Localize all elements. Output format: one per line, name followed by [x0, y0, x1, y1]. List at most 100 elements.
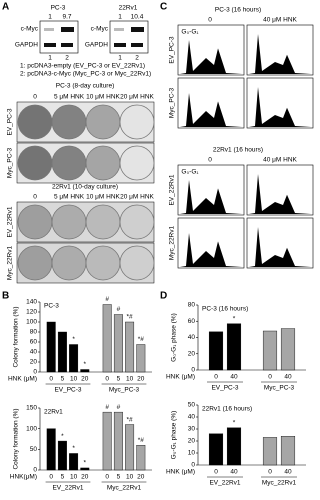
- y-tick-label: 100: [26, 425, 37, 432]
- x-tick-label: 0: [214, 374, 218, 381]
- y-tick-label: 60: [188, 318, 196, 325]
- y-tick-label: 0: [33, 467, 37, 474]
- chart-title: 22Rv1: [44, 409, 63, 416]
- column-label: 5 μM HNK: [54, 94, 85, 101]
- y-axis-label: G₀-G₁ phase (%): [171, 313, 178, 362]
- chart-title: PC-3 (16 hours): [202, 306, 248, 313]
- histogram: [249, 174, 311, 214]
- band: [131, 27, 144, 32]
- band: [61, 43, 73, 47]
- plate: [51, 104, 87, 140]
- plate: [17, 204, 53, 240]
- y-tick-label: 10: [188, 450, 196, 457]
- y-tick-label: 0: [191, 462, 195, 469]
- column-label: 20 μM HNK: [120, 94, 154, 101]
- significance-mark: *: [233, 315, 236, 322]
- significance-mark: #: [117, 404, 121, 411]
- blot-frame: [109, 20, 149, 54]
- section-title: 22Rv1 (16 hours): [213, 147, 263, 154]
- cell-line: PC-3: [51, 5, 66, 12]
- y-tick-label: 30: [188, 426, 196, 433]
- group-label: EV_22Rv1: [52, 485, 83, 492]
- panel-label: C: [160, 2, 167, 13]
- bar: [262, 330, 278, 371]
- blot-row: c-Myc: [21, 26, 39, 33]
- row-label: Myc_PC-3: [169, 87, 176, 118]
- bar: [136, 445, 146, 471]
- group-label: EV_22Rv1: [209, 480, 240, 487]
- bar: [80, 467, 90, 471]
- histogram: [249, 34, 311, 74]
- y-tick-label: 40: [30, 349, 38, 356]
- section-title: PC-3 (8-day culture): [56, 83, 115, 90]
- bar: [125, 321, 135, 373]
- plate: [85, 145, 121, 181]
- bar: [113, 411, 123, 471]
- column-label: 40 μM HNK: [263, 17, 297, 24]
- plate: [51, 245, 87, 281]
- x-axis-label: HNK (μM): [8, 376, 37, 383]
- x-tick-label: 40: [230, 374, 238, 381]
- bar: [102, 304, 112, 373]
- bar: [208, 433, 224, 466]
- blot-row: c-Myc: [91, 26, 109, 33]
- panel-label: B: [2, 291, 9, 302]
- column-label: 10 μM HNK: [86, 194, 120, 201]
- column-label: 20 μM HNK: [120, 194, 154, 201]
- x-tick-label: 0: [49, 474, 53, 481]
- column-label: 0: [33, 94, 37, 101]
- plate: [119, 104, 155, 140]
- lane: 1: [48, 55, 52, 62]
- band: [114, 43, 126, 47]
- band: [114, 28, 124, 31]
- significance-mark: *: [72, 445, 75, 452]
- y-tick-label: 120: [26, 309, 37, 316]
- x-tick-label: 40: [230, 469, 238, 476]
- bar: [102, 411, 112, 471]
- histogram: [180, 40, 242, 74]
- bar: [80, 369, 90, 373]
- panel-label: A: [2, 2, 9, 13]
- significance-mark: *#: [138, 336, 145, 343]
- group-label: EV_PC-3: [54, 387, 81, 394]
- histogram: [249, 87, 311, 127]
- plate: [119, 145, 155, 181]
- y-tick-label: 150: [26, 405, 37, 412]
- y-tick-label: 20: [188, 350, 196, 357]
- x-tick-label: 10: [126, 474, 134, 481]
- significance-mark: *: [84, 460, 87, 467]
- group-label: Myc_22Rv1: [107, 485, 142, 492]
- plate: [51, 204, 87, 240]
- bar: [136, 344, 146, 373]
- y-axis-label: Colony formation (%): [13, 408, 20, 469]
- quantification: 10.4: [131, 14, 144, 21]
- significance-mark: *#: [138, 437, 145, 444]
- x-tick-label: 5: [117, 376, 121, 383]
- bar: [226, 427, 242, 466]
- plate: [17, 104, 53, 140]
- group-label: EV_PC-3: [211, 385, 238, 392]
- bar: [69, 344, 79, 373]
- x-tick-label: 40: [284, 469, 292, 476]
- x-tick-label: 0: [49, 376, 53, 383]
- x-axis-label: HNK(μM): [10, 474, 37, 481]
- row-label: EV_22Rv1: [7, 206, 14, 237]
- y-tick-label: 80: [188, 302, 196, 309]
- plate: [85, 245, 121, 281]
- row-label: Myc_22Rv1: [7, 245, 14, 280]
- bar: [280, 328, 296, 371]
- y-tick-label: 40: [188, 414, 196, 421]
- quantification: 1: [118, 14, 122, 21]
- x-tick-label: 10: [70, 376, 78, 383]
- legend-text: 2: pcDNA3-c-Myc (Myc_PC-3 or Myc_22Rv1): [20, 71, 151, 78]
- histogram: [180, 233, 242, 267]
- plate: [119, 204, 155, 240]
- x-axis-label: HNK (μM): [166, 374, 195, 381]
- y-tick-label: 50: [188, 402, 196, 409]
- panel-label: D: [160, 291, 167, 302]
- peak-label: G₀-G₁: [181, 169, 199, 176]
- x-axis-label: HNK (μM): [166, 469, 195, 476]
- x-tick-label: 5: [61, 376, 65, 383]
- bar: [57, 440, 67, 471]
